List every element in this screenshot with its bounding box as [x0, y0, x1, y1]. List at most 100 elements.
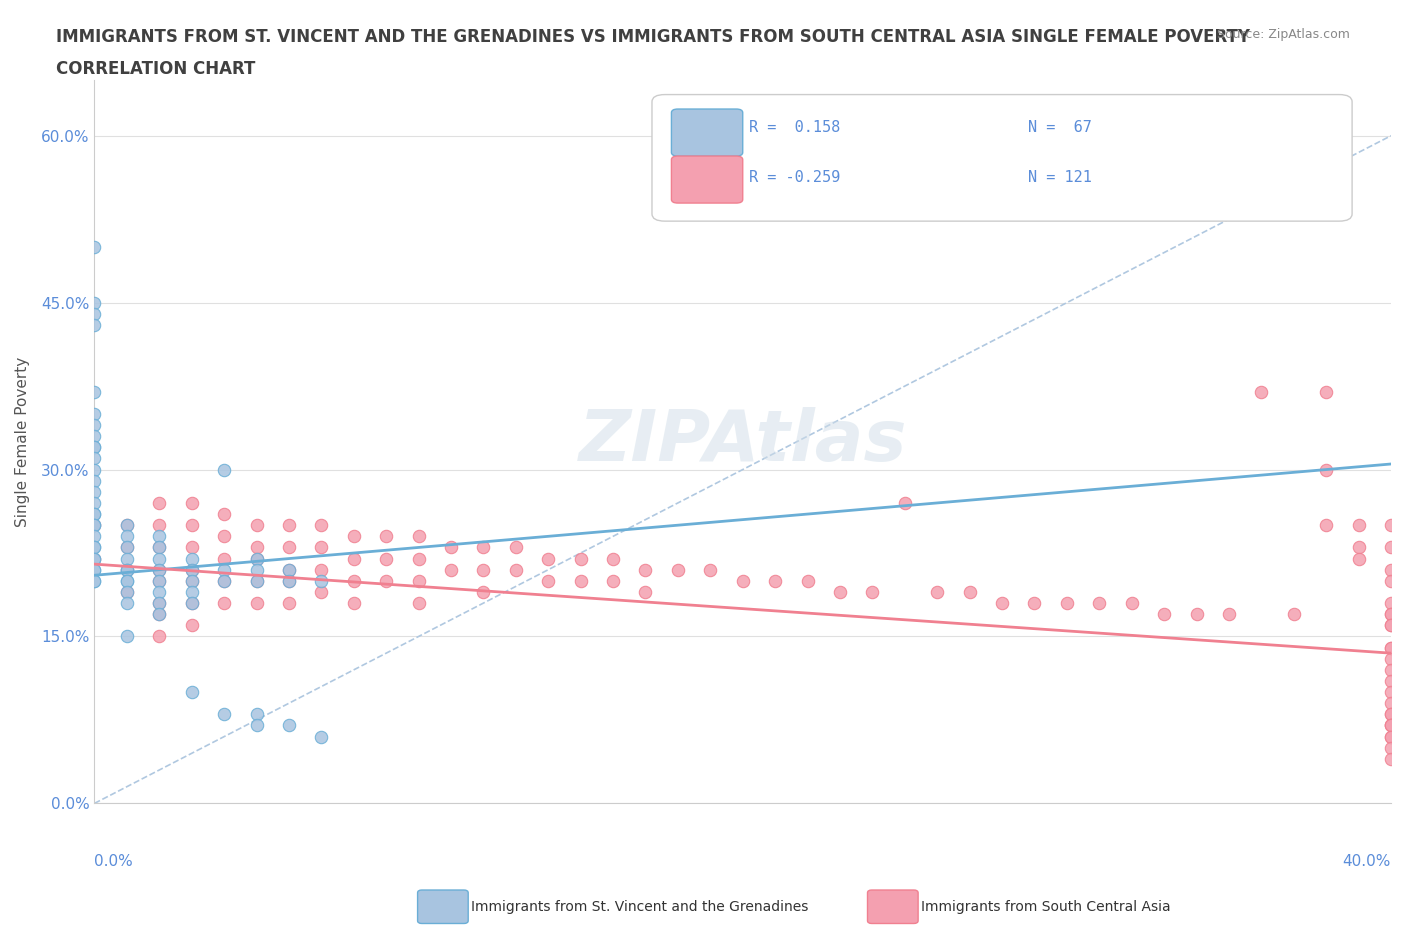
Point — [83, 462, 105, 477]
Point — [115, 551, 138, 566]
Point — [83, 518, 105, 533]
Point — [212, 507, 235, 522]
Point — [148, 540, 170, 555]
Point — [1379, 662, 1402, 677]
Point — [505, 540, 527, 555]
Point — [731, 574, 754, 589]
Point — [1088, 595, 1111, 610]
Point — [83, 418, 105, 432]
Point — [83, 551, 105, 566]
Point — [180, 585, 202, 600]
Point — [180, 563, 202, 578]
Point — [180, 540, 202, 555]
Text: 40.0%: 40.0% — [1343, 854, 1391, 869]
Point — [894, 496, 917, 511]
Point — [83, 518, 105, 533]
Point — [83, 551, 105, 566]
Point — [1056, 595, 1078, 610]
Y-axis label: Single Female Poverty: Single Female Poverty — [15, 356, 30, 527]
Text: N = 121: N = 121 — [1028, 170, 1092, 185]
Point — [1347, 540, 1369, 555]
Text: Source: ZipAtlas.com: Source: ZipAtlas.com — [1216, 28, 1350, 41]
Text: IMMIGRANTS FROM ST. VINCENT AND THE GRENADINES VS IMMIGRANTS FROM SOUTH CENTRAL : IMMIGRANTS FROM ST. VINCENT AND THE GREN… — [56, 28, 1250, 46]
Point — [763, 574, 786, 589]
Text: 0.0%: 0.0% — [94, 854, 134, 869]
Point — [1379, 673, 1402, 688]
Point — [311, 574, 333, 589]
Point — [115, 595, 138, 610]
Point — [115, 563, 138, 578]
Point — [569, 574, 592, 589]
Point — [1379, 618, 1402, 632]
Point — [148, 606, 170, 621]
Point — [1315, 518, 1337, 533]
Point — [537, 574, 560, 589]
Point — [148, 551, 170, 566]
FancyBboxPatch shape — [652, 95, 1353, 221]
Point — [148, 595, 170, 610]
Point — [666, 563, 689, 578]
Point — [278, 574, 301, 589]
Point — [115, 563, 138, 578]
Point — [472, 563, 495, 578]
Point — [180, 618, 202, 632]
Point — [245, 540, 267, 555]
Point — [1379, 718, 1402, 733]
Point — [408, 551, 430, 566]
Point — [180, 551, 202, 566]
Point — [440, 563, 463, 578]
Point — [180, 574, 202, 589]
Point — [1379, 729, 1402, 744]
Text: ZIPAtlas: ZIPAtlas — [578, 407, 907, 476]
Point — [180, 496, 202, 511]
Point — [1315, 384, 1337, 399]
Point — [180, 574, 202, 589]
Point — [927, 585, 949, 600]
Point — [115, 574, 138, 589]
Point — [1379, 640, 1402, 655]
Point — [83, 295, 105, 310]
FancyBboxPatch shape — [672, 109, 742, 156]
Point — [278, 518, 301, 533]
Point — [245, 563, 267, 578]
Point — [1379, 751, 1402, 766]
Point — [1379, 718, 1402, 733]
Point — [83, 507, 105, 522]
Point — [148, 574, 170, 589]
Point — [115, 585, 138, 600]
Point — [83, 507, 105, 522]
Text: Immigrants from St. Vincent and the Grenadines: Immigrants from St. Vincent and the Gren… — [471, 899, 808, 914]
Point — [311, 518, 333, 533]
Point — [148, 606, 170, 621]
Point — [245, 595, 267, 610]
Point — [537, 551, 560, 566]
Point — [796, 574, 818, 589]
Point — [634, 563, 657, 578]
Point — [1379, 696, 1402, 711]
Point — [375, 529, 398, 544]
Point — [83, 473, 105, 488]
Point — [1379, 651, 1402, 666]
Point — [1121, 595, 1143, 610]
Point — [602, 574, 624, 589]
Point — [115, 518, 138, 533]
Point — [311, 585, 333, 600]
Point — [115, 629, 138, 644]
Point — [1379, 618, 1402, 632]
Point — [212, 574, 235, 589]
Point — [472, 540, 495, 555]
Point — [148, 585, 170, 600]
Point — [83, 451, 105, 466]
Point — [1379, 595, 1402, 610]
Point — [115, 529, 138, 544]
Point — [343, 529, 366, 544]
Point — [343, 595, 366, 610]
Point — [699, 563, 721, 578]
Point — [311, 563, 333, 578]
Point — [1379, 684, 1402, 699]
Point — [1379, 606, 1402, 621]
Point — [245, 551, 267, 566]
Point — [245, 574, 267, 589]
Point — [278, 563, 301, 578]
Point — [278, 574, 301, 589]
